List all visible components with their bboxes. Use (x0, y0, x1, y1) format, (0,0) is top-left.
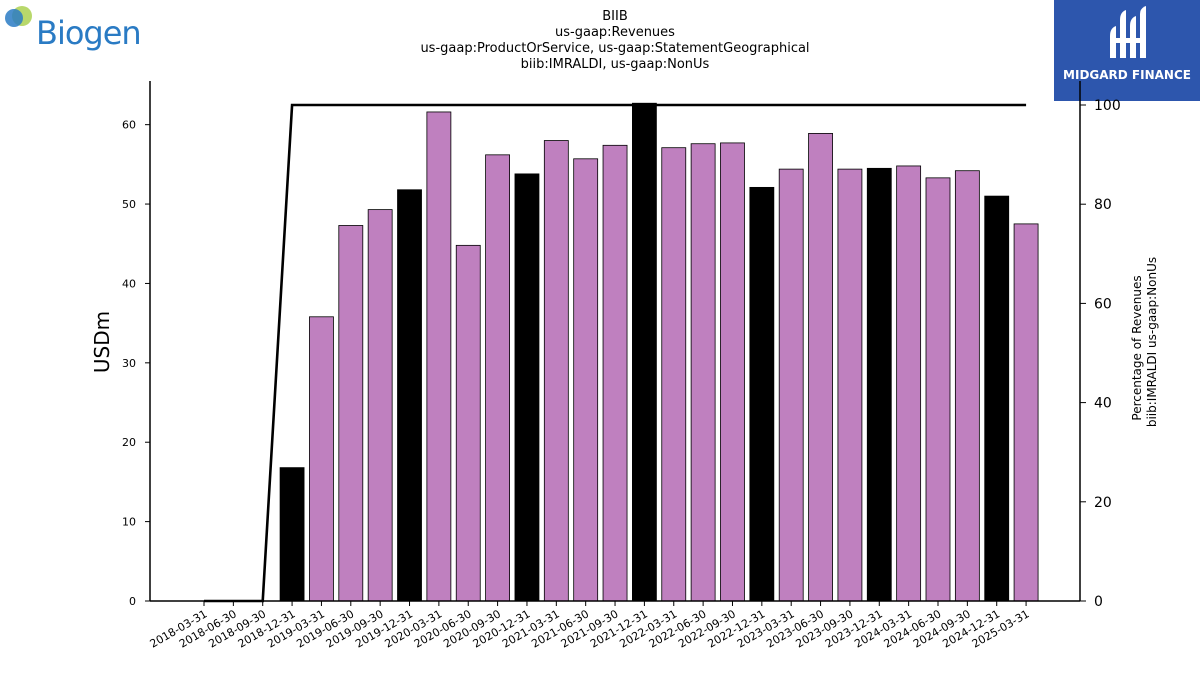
bar-2022-06-30 (690, 143, 716, 602)
bar-2023-12-31 (866, 167, 892, 602)
percentage-line (204, 103, 1027, 603)
title-line-2: us-gaap:Revenues (555, 25, 675, 40)
title-line-1: BIIB (602, 9, 628, 24)
percentage-line-series (204, 103, 1027, 603)
bar-2025-03-31 (1013, 223, 1039, 602)
y-right-tick-label-0: 0 (1094, 594, 1103, 610)
title-line-3: us-gaap:ProductOrService, us-gaap:Statem… (420, 41, 809, 56)
title-line-4: biib:IMRALDI, us-gaap:NonUs (521, 57, 710, 72)
chart-title: BIIB us-gaap:Revenues us-gaap:ProductOrS… (420, 9, 809, 72)
y-tick-label-60: 60 (122, 119, 136, 132)
bar-2024-09-30 (954, 170, 980, 602)
bar-2020-12-31 (514, 173, 540, 602)
bar-2021-09-30 (602, 144, 628, 602)
bar-2024-03-31 (896, 165, 922, 602)
x-ticks: 2018-03-312018-06-302018-09-302018-12-31… (148, 601, 1032, 651)
bar-2023-03-31 (778, 168, 804, 602)
bar-2022-03-31 (661, 147, 687, 602)
bar-2024-06-30 (925, 177, 951, 602)
y-right-tick-label-100: 100 (1094, 98, 1121, 114)
y-tick-label-40: 40 (122, 277, 136, 290)
bar-2020-03-31 (426, 111, 452, 602)
biogen-globe-icon (5, 6, 32, 27)
y-tick-label-50: 50 (122, 198, 136, 211)
biogen-logo-text: Biogen (36, 14, 142, 52)
bar-2018-12-31 (279, 467, 305, 602)
bar-2022-12-31 (749, 186, 775, 602)
bar-2023-06-30 (808, 132, 833, 602)
midgard-finance-logo: MIDGARD FINANCE (1054, 0, 1200, 101)
bar-2021-03-31 (543, 140, 569, 602)
bar-2024-12-31 (984, 195, 1010, 602)
y-tick-label-0: 0 (129, 595, 136, 608)
midgard-logo-text: MIDGARD FINANCE (1063, 68, 1191, 82)
bar-2019-09-30 (367, 209, 393, 602)
right-y-ticks: 0 20 40 60 80 100 (1080, 98, 1121, 610)
y-tick-label-10: 10 (122, 516, 136, 529)
midgard-emblem-icon (1110, 6, 1146, 58)
bar-2019-06-30 (338, 225, 364, 602)
bar-series (279, 102, 1039, 602)
biogen-logo: Biogen (4, 4, 154, 54)
y-right-tick-label-60: 60 (1094, 296, 1112, 312)
bar-2019-12-31 (397, 189, 422, 602)
y-right-tick-label-20: 20 (1094, 495, 1112, 511)
bar-2022-09-30 (720, 142, 745, 602)
bar-2020-09-30 (485, 154, 511, 602)
y-axis-right-label-line-1: Percentage of Revenues (1130, 275, 1144, 420)
y-axis-right-label-line-2: biib:IMRALDI us-gaap:NonUs (1145, 257, 1159, 427)
bar-2020-06-30 (455, 244, 481, 602)
y-right-tick-label-80: 80 (1094, 197, 1112, 213)
y-axis-label: USDm (90, 311, 114, 373)
bar-2021-12-31 (632, 102, 657, 602)
y-tick-label-20: 20 (122, 436, 136, 449)
bar-2021-06-30 (573, 158, 599, 602)
bar-2023-09-30 (837, 168, 863, 602)
y-right-tick-label-40: 40 (1094, 396, 1112, 412)
bar-2019-03-31 (309, 316, 334, 602)
y-tick-label-30: 30 (122, 357, 136, 370)
left-y-ticks: 0 10 20 30 40 50 60 (122, 119, 150, 608)
